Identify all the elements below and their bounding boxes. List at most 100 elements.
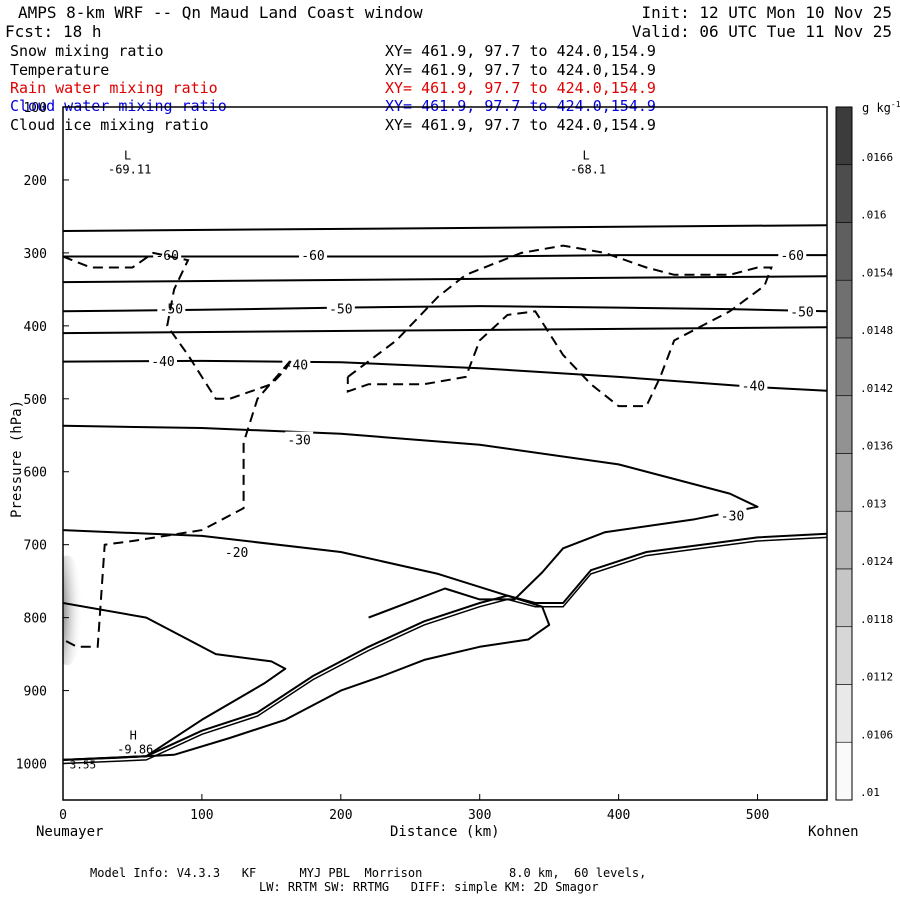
terrain-surface <box>63 532 827 761</box>
field-xy-cloud-ice: XY= 461.9, 97.7 to 424.0,154.9 <box>385 116 656 134</box>
colorbar-swatch-2 <box>835 222 853 281</box>
x-tick-label-300: 300 <box>468 808 491 823</box>
forecast-label: Fcst: <box>5 22 54 41</box>
contour-label-bg <box>222 543 251 559</box>
chart-title: AMPS 8-km WRF -- Qn Maud Land Coast wind… <box>18 3 423 22</box>
colorbar-tick-label-0: .0166 <box>860 151 893 164</box>
contour-label-bg <box>149 352 178 368</box>
corner-value-label: 3.55 <box>70 759 97 772</box>
contour-label-m60-2: -60 <box>781 249 804 264</box>
y-axis-title: Pressure (hPa) <box>9 399 26 519</box>
contour-label-bg <box>326 300 355 316</box>
contour-label-m50-1: -50 <box>329 302 352 317</box>
colorbar-unit: g kg-1 <box>862 100 900 115</box>
colorbar-swatch-8 <box>835 568 853 628</box>
x-left-station-label: Neumayer <box>36 824 104 840</box>
field-xy-temperature: XY= 461.9, 97.7 to 424.0,154.9 <box>385 61 656 79</box>
colorbar-swatch-7 <box>835 510 853 570</box>
extremum-type-2: H <box>130 728 137 742</box>
extremum-value-2: -9.86 <box>117 742 153 756</box>
contour-label-m40-0: -40 <box>151 355 174 370</box>
isotherm-upper-1 <box>63 275 827 284</box>
temperature-contour-m40 <box>63 359 827 392</box>
colorbar-swatch-1 <box>835 164 853 223</box>
contour-label-m20-0: -20 <box>225 546 248 561</box>
colorbar-swatch-0 <box>835 106 853 166</box>
y-tick-label-300: 300 <box>24 247 47 262</box>
colorbar-swatch-3 <box>835 279 853 339</box>
colorbar-frame <box>835 106 853 801</box>
extremum-type-1: L <box>582 148 589 162</box>
colorbar-tick-label-2: .0154 <box>860 266 893 279</box>
extremum-value-0: -69.11 <box>108 162 151 176</box>
model-info-line2: LW: RRTM SW: RRTMG DIFF: simple KM: 2D S… <box>259 880 599 894</box>
colorbar-tick-label-10: .0106 <box>860 728 893 741</box>
forecast-hours: 18 h <box>63 22 102 41</box>
colorbar-tick-label-8: .0118 <box>860 613 893 626</box>
y-tick-label-600: 600 <box>24 466 47 481</box>
terrain-surface-lower <box>63 536 827 765</box>
valid-time: Valid: 06 UTC Tue 11 Nov 25 <box>631 22 892 41</box>
field-name-cloud-water: Cloud water mixing ratio <box>10 97 227 115</box>
field-xy-snow: XY= 461.9, 97.7 to 424.0,154.9 <box>385 42 656 60</box>
contour-label-m60-0: -60 <box>155 249 178 264</box>
colorbar-swatch-5 <box>835 395 853 454</box>
field-name-rain: Rain water mixing ratio <box>10 79 218 97</box>
snow-shading-max <box>63 555 84 666</box>
colorbar-tick-label-9: .0112 <box>860 671 893 684</box>
y-tick-label-1000: 1000 <box>16 758 47 773</box>
colorbar-tick-label-1: .016 <box>860 209 887 222</box>
colorbar-tick-label-4: .0142 <box>860 382 893 395</box>
temperature-contour-m10 <box>63 602 287 761</box>
temperature-contour-m20 <box>63 529 551 761</box>
field-xy-cloud-water: XY= 461.9, 97.7 to 424.0,154.9 <box>385 97 656 115</box>
colorbar-swatch-10 <box>835 684 853 743</box>
contour-label-bg <box>778 247 807 263</box>
init-time: Init: 12 UTC Mon 10 Nov 25 <box>641 3 892 22</box>
model-info-line1: Model Info: V4.3.3 KF MYJ PBL Morrison 8… <box>90 866 647 880</box>
colorbar-swatch-9 <box>835 626 853 685</box>
y-tick-label-200: 200 <box>24 174 47 189</box>
y-tick-label-700: 700 <box>24 539 47 554</box>
isotherm-upper-0 <box>63 224 827 232</box>
isotherm-upper-2 <box>63 326 827 335</box>
field-xy-rain: XY= 461.9, 97.7 to 424.0,154.9 <box>385 79 656 97</box>
contour-label-m50-0: -50 <box>160 302 183 317</box>
field-name-snow: Snow mixing ratio <box>10 42 164 60</box>
x-tick-label-500: 500 <box>746 808 769 823</box>
colorbar-tick-label-11: .01 <box>860 786 880 799</box>
contour-label-m60-1: -60 <box>301 249 324 264</box>
extremum-type-0: L <box>124 148 131 162</box>
x-tick-label-400: 400 <box>607 808 630 823</box>
contour-label-bg <box>282 356 311 372</box>
contour-label-m30-0: -30 <box>287 434 310 449</box>
y-tick-label-400: 400 <box>24 320 47 335</box>
x-tick-label-100: 100 <box>190 808 213 823</box>
colorbar-tick-label-7: .0124 <box>860 555 893 568</box>
field-name-temperature: Temperature <box>10 61 110 79</box>
contour-label-bg <box>285 431 314 447</box>
x-axis-title: Distance (km) <box>390 824 500 840</box>
extremum-value-1: -68.1 <box>570 162 606 176</box>
contour-label-m50-2: -50 <box>790 305 813 320</box>
colorbar-tick-label-6: .013 <box>860 497 887 510</box>
colorbar-swatch-4 <box>835 337 853 397</box>
cloud-ice-contour <box>63 251 294 648</box>
contour-label-bg <box>787 303 816 319</box>
y-tick-label-800: 800 <box>24 612 47 627</box>
contour-label-bg <box>153 247 182 263</box>
y-tick-label-500: 500 <box>24 393 47 408</box>
y-tick-label-100: 100 <box>24 101 47 116</box>
contour-label-m30-1: -30 <box>721 510 744 525</box>
temperature-contour-m50 <box>63 305 827 313</box>
temperature-contour-m30 <box>63 424 759 619</box>
x-right-station-label: Kohnen <box>808 824 859 840</box>
colorbar-swatch-6 <box>835 453 853 512</box>
field-name-cloud-ice: Cloud ice mixing ratio <box>10 116 209 134</box>
cloud-ice-contour-2 <box>346 244 773 408</box>
x-tick-label-0: 0 <box>59 808 67 823</box>
contour-label-m40-2: -40 <box>742 380 765 395</box>
plot-frame <box>62 106 828 801</box>
contour-label-bg <box>299 247 328 263</box>
